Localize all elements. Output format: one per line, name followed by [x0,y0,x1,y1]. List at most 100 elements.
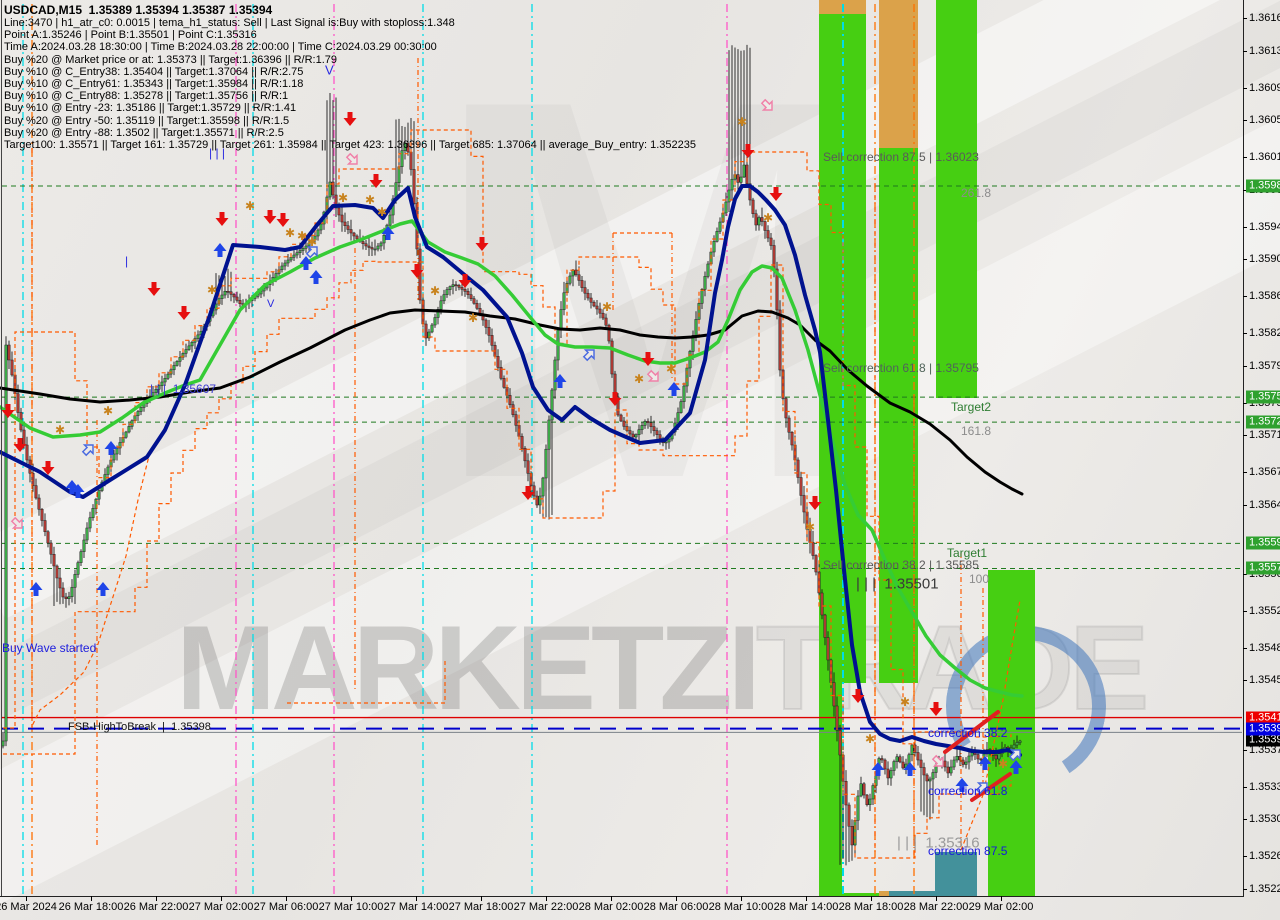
star-marker-icon[interactable]: ✱ [207,283,217,297]
trend-line[interactable] [970,772,1012,802]
buy-arrow-icon[interactable] [71,484,85,498]
candle-body [742,164,746,178]
sell-arrow-icon[interactable] [458,274,472,288]
hollow-arrow-icon[interactable] [974,779,991,796]
sell-arrow-icon[interactable] [769,187,783,201]
hollow-arrow-icon[interactable] [344,151,361,168]
hollow-arrow-icon[interactable] [645,368,662,385]
sell-arrow-icon[interactable] [475,237,489,251]
buy-arrow-icon[interactable] [65,480,79,494]
chart-annotation[interactable]: Target2 [951,400,992,414]
star-marker-icon[interactable]: ✱ [285,226,295,240]
star-marker-icon[interactable]: ✱ [900,695,910,709]
buy-arrow-icon[interactable] [955,778,969,792]
star-marker-icon[interactable]: ✱ [377,205,387,219]
candle-body [778,309,782,371]
chart-annotation[interactable]: | [125,254,129,268]
chart-annotation[interactable]: | | | [209,146,226,160]
chart-annotation[interactable]: correction 87.5 [928,844,1008,858]
star-marker-icon[interactable]: ✱ [998,757,1008,771]
star-marker-icon[interactable]: ✱ [297,229,307,243]
candle-body [796,459,800,478]
chart-annotation[interactable]: Buy Wave started [2,641,97,655]
sell-arrow-icon[interactable] [808,496,822,510]
chart-annotation[interactable]: 100 [969,572,990,586]
price-tick [1243,749,1247,751]
buy-arrow-icon[interactable] [978,756,992,770]
sell-arrow-icon[interactable] [521,486,535,500]
buy-arrow-icon[interactable] [213,243,227,257]
buy-arrow-icon[interactable] [667,382,681,396]
star-marker-icon[interactable]: ✱ [737,115,747,129]
sell-arrow-icon[interactable] [263,210,277,224]
chart-annotation[interactable]: correction 38.2 [928,726,1008,740]
chart-annotation[interactable]: FSB-HighToBreak | 1.35398 [68,721,211,733]
sell-arrow-icon[interactable] [41,461,55,475]
hollow-arrow-icon[interactable] [759,97,776,114]
chart-annotation[interactable]: | | | 1.35316 [897,834,980,852]
chart-annotation[interactable]: Sell correction 87.5 | 1.36023 [823,150,979,164]
star-marker-icon[interactable]: ✱ [365,193,375,207]
sell-arrow-icon[interactable] [147,282,161,296]
hollow-arrow-icon[interactable] [304,243,321,260]
chart-annotation[interactable]: 161.8 [961,424,992,438]
sell-arrow-icon[interactable] [1,404,15,418]
star-marker-icon[interactable]: ✱ [666,362,676,376]
star-marker-icon[interactable]: ✱ [430,284,440,298]
star-marker-icon[interactable]: ✱ [634,372,644,386]
candle-body [775,268,779,311]
star-marker-icon[interactable]: ✱ [805,520,815,534]
trend-line[interactable] [943,710,1000,754]
buy-arrow-icon[interactable] [903,762,917,776]
sell-arrow-icon[interactable] [343,112,357,126]
sell-arrow-icon[interactable] [13,438,27,452]
sell-arrow-icon[interactable] [851,689,865,703]
hollow-arrow-icon[interactable] [9,515,26,532]
sell-arrow-icon[interactable] [410,264,424,278]
hollow-arrow-icon[interactable] [80,441,97,458]
chart-annotation[interactable]: V [325,62,334,78]
buy-arrow-icon[interactable] [29,582,43,596]
sell-arrow-icon[interactable] [215,212,229,226]
buy-arrow-icon[interactable] [299,256,313,270]
chart-annotation[interactable]: 261.8 [961,186,992,200]
chart-annotation[interactable]: V [267,298,275,310]
star-marker-icon[interactable]: ✱ [338,191,348,205]
star-marker-icon[interactable]: ✱ [55,423,65,437]
hollow-arrow-icon[interactable] [581,346,598,363]
hollow-arrow-icon[interactable] [1007,746,1024,763]
buy-arrow-icon[interactable] [381,226,395,240]
sell-arrow-icon[interactable] [641,352,655,366]
chart-annotation[interactable]: correction 61.8 [928,784,1008,798]
chart-annotation[interactable]: | | | 1.35501 [856,575,939,593]
candle-body [562,292,566,310]
chart-annotation[interactable]: Target1 [947,546,988,560]
buy-arrow-icon[interactable] [104,441,118,455]
sell-arrow-icon[interactable] [369,174,383,188]
sell-arrow-icon[interactable] [276,213,290,227]
candle-body [604,317,608,326]
candle-body [637,429,641,435]
star-marker-icon[interactable]: ✱ [245,199,255,213]
sell-arrow-icon[interactable] [608,392,622,406]
star-marker-icon[interactable]: ✱ [103,404,113,418]
buy-arrow-icon[interactable] [96,582,110,596]
star-marker-icon[interactable]: ✱ [763,211,773,225]
chart-annotation[interactable]: | | | 1.35607 [150,382,217,396]
star-marker-icon[interactable]: ✱ [602,300,612,314]
chart-annotation[interactable]: Sell correction 61.8 | 1.35795 [823,361,979,375]
hollow-arrow-icon[interactable] [930,753,947,770]
star-marker-icon[interactable]: ✱ [307,235,317,249]
buy-arrow-icon[interactable] [309,270,323,284]
sell-arrow-icon[interactable] [929,702,943,716]
buy-arrow-icon[interactable] [553,374,567,388]
sell-arrow-icon[interactable] [177,306,191,320]
buy-arrow-icon[interactable] [871,762,885,776]
star-marker-icon[interactable]: ✱ [468,311,478,325]
chart-annotation[interactable]: Sell correction 38.2 | 1.35585 [823,558,979,572]
candle-body [925,774,929,782]
star-marker-icon[interactable]: ✱ [865,732,875,746]
buy-arrow-icon[interactable] [1009,760,1023,774]
sell-arrow-icon[interactable] [741,144,755,158]
